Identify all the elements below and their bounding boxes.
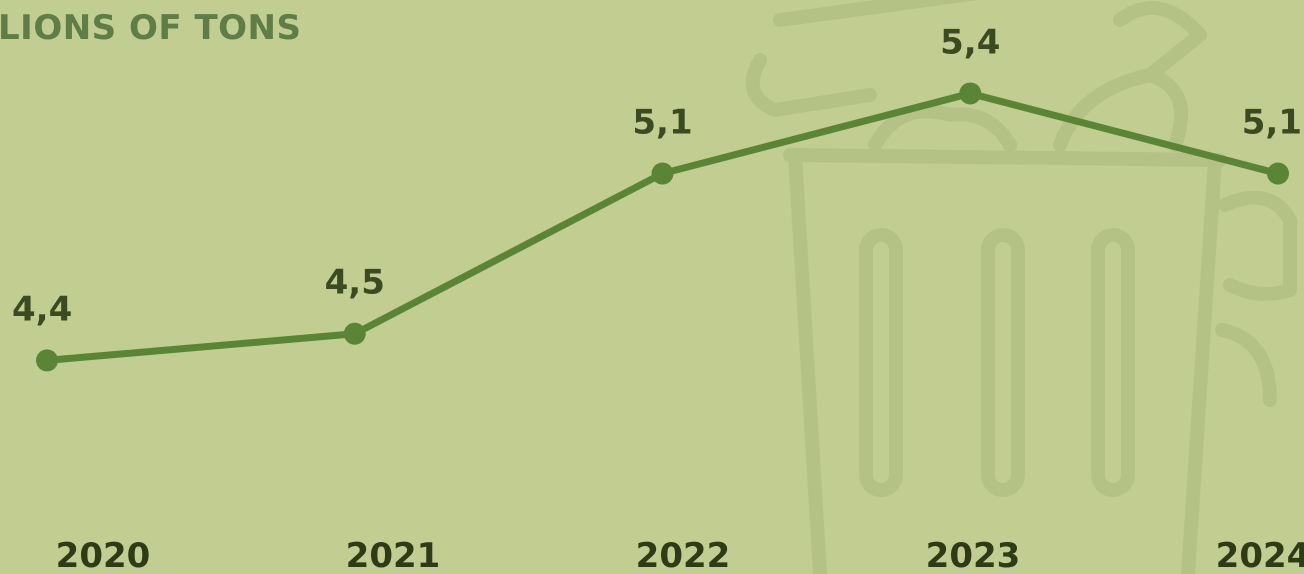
data-point (1267, 162, 1289, 185)
x-tick-label: 2020 (56, 536, 151, 574)
x-tick-label: 2023 (926, 536, 1021, 574)
data-label: 5,4 (940, 22, 1000, 62)
x-tick-label: 2024 (1216, 536, 1304, 574)
x-tick-label: 2022 (636, 536, 731, 574)
data-label: 5,1 (1242, 103, 1302, 143)
data-label: 4,5 (325, 263, 385, 303)
data-label: 5,1 (632, 103, 692, 143)
data-point (36, 349, 58, 372)
data-point (959, 82, 982, 105)
data-point (651, 162, 674, 185)
data-label: 4,4 (12, 289, 72, 329)
trash-can-icon (745, 0, 1297, 574)
chart-title: LIONS OF TONS (0, 8, 302, 48)
x-tick-label: 2021 (346, 536, 441, 574)
data-point (343, 322, 366, 345)
